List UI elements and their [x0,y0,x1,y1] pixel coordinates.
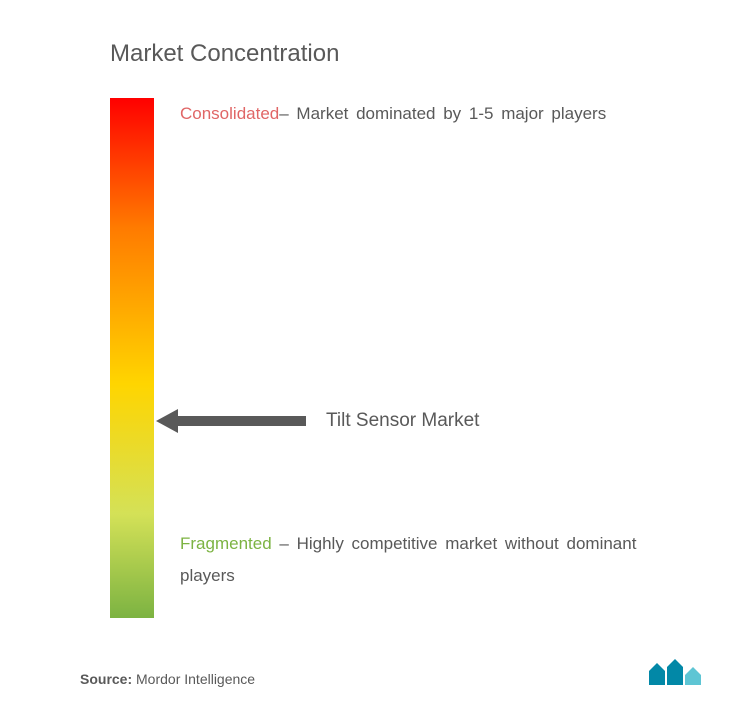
consolidated-highlight: Consolidated [180,104,279,123]
source-value: Mordor Intelligence [136,671,255,687]
logo-bar-1 [649,663,665,685]
brand-logo-icon [647,657,703,687]
fragmented-label: Fragmented – Highly competitive market w… [180,528,643,593]
concentration-gradient-bar [110,98,154,618]
source-text: Source: Mordor Intelligence [80,671,255,687]
source-label: Source: [80,671,132,687]
logo-bar-2 [667,659,683,685]
marker-row: Tilt Sensor Market [156,410,479,432]
logo-bar-3 [685,667,701,685]
fragmented-highlight: Fragmented [180,534,272,553]
consolidated-label: Consolidated– Market dominated by 1-5 ma… [180,98,643,130]
chart-area: Consolidated– Market dominated by 1-5 ma… [100,98,683,618]
consolidated-rest: – Market dominated by 1-5 major players [279,104,606,123]
footer: Source: Mordor Intelligence [80,657,703,687]
marker-label: Tilt Sensor Market [326,410,479,432]
chart-title: Market Concentration [110,40,683,68]
marker-arrow-icon [156,414,306,428]
